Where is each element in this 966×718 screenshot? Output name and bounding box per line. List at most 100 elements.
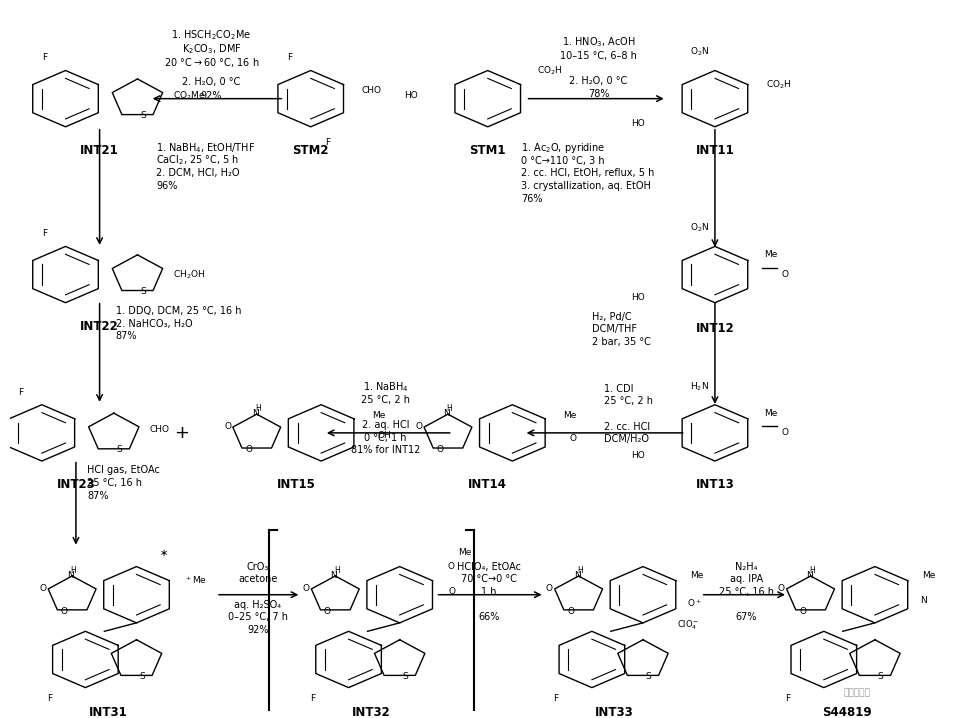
Text: O$_2$N: O$_2$N [690,46,709,58]
Text: 20 °C$\rightarrow$60 °C, 16 h: 20 °C$\rightarrow$60 °C, 16 h [163,55,259,68]
Text: ClO$_4^-$: ClO$_4^-$ [677,619,699,633]
Text: $^+$Me: $^+$Me [184,575,207,587]
Text: O: O [449,587,456,597]
Text: N₂H₄: N₂H₄ [735,561,757,572]
Text: 化工信息网: 化工信息网 [843,689,870,698]
Text: H: H [577,566,582,574]
Text: O: O [781,428,788,437]
Text: INT13: INT13 [696,478,734,491]
Text: CO$_2$H: CO$_2$H [766,78,791,91]
Text: 1. HNO$_3$, AcOH: 1. HNO$_3$, AcOH [561,35,636,50]
Text: S: S [140,111,146,120]
Text: 81% for INT12: 81% for INT12 [351,445,420,455]
Text: HCl gas, EtOAc: HCl gas, EtOAc [87,465,160,475]
Text: S44819: S44819 [822,707,871,718]
Text: S: S [116,445,122,454]
Text: 1. DDQ, DCM, 25 °C, 16 h: 1. DDQ, DCM, 25 °C, 16 h [116,306,242,316]
Text: INT31: INT31 [89,707,128,718]
Text: 0 °C→110 °C, 3 h: 0 °C→110 °C, 3 h [521,156,605,166]
Text: O: O [245,445,252,454]
Text: Me: Me [372,411,385,421]
Text: N: N [806,571,812,579]
Text: O: O [40,584,46,593]
Text: 2. H₂O, 0 °C: 2. H₂O, 0 °C [569,76,628,86]
Text: 2. DCM, HCl, H₂O: 2. DCM, HCl, H₂O [156,168,240,178]
Text: O: O [61,607,68,616]
Text: 92%: 92% [201,91,222,101]
Text: Me: Me [691,571,703,579]
Text: 1 h: 1 h [481,587,497,597]
Text: 67%: 67% [735,612,757,623]
Text: INT22: INT22 [80,320,119,333]
Text: F: F [785,694,790,704]
Text: Me: Me [923,571,936,579]
Text: Me: Me [459,548,471,557]
Text: 10–15 °C, 6–8 h: 10–15 °C, 6–8 h [560,51,637,61]
Text: INT15: INT15 [277,478,316,491]
Text: F: F [18,388,23,396]
Text: 25 °C, 16 h: 25 °C, 16 h [87,478,142,488]
Text: 25 °C, 2 h: 25 °C, 2 h [361,395,410,405]
Text: S: S [139,672,145,681]
Text: HClO₄, EtOAc: HClO₄, EtOAc [457,561,521,572]
Text: O: O [447,562,454,571]
Text: H: H [809,566,814,574]
Text: 2. H₂O, 0 °C: 2. H₂O, 0 °C [183,78,241,88]
Text: INT33: INT33 [595,707,634,718]
Text: H: H [334,566,339,574]
Text: HO: HO [631,119,645,129]
Text: 96%: 96% [156,181,178,191]
Text: K$_2$CO$_3$, DMF: K$_2$CO$_3$, DMF [182,42,242,55]
Text: 1. CDI: 1. CDI [604,383,634,393]
Text: INT12: INT12 [696,322,734,335]
Text: DCM/H₂O: DCM/H₂O [604,434,649,444]
Text: F: F [326,138,330,146]
Text: O: O [302,584,310,593]
Text: N: N [330,571,337,579]
Text: O: O [324,607,331,616]
Text: aq. H₂SO₄: aq. H₂SO₄ [234,600,281,610]
Text: N: N [921,596,927,605]
Text: S: S [402,672,408,681]
Text: acetone: acetone [238,574,277,584]
Text: N: N [252,409,259,418]
Text: CaCl$_2$, 25 °C, 5 h: CaCl$_2$, 25 °C, 5 h [156,154,240,167]
Text: 25 °C, 2 h: 25 °C, 2 h [604,396,653,406]
Text: 78%: 78% [587,90,610,99]
Text: 1. HSCH$_2$CO$_2$Me: 1. HSCH$_2$CO$_2$Me [171,29,251,42]
Text: 0–25 °C, 7 h: 0–25 °C, 7 h [228,612,288,623]
Text: HO: HO [404,91,417,101]
Text: INT14: INT14 [469,478,507,491]
Text: CH$_2$OH: CH$_2$OH [173,269,206,281]
Text: F: F [43,53,47,62]
Text: 87%: 87% [87,490,109,500]
Text: S: S [877,672,883,681]
Text: aq. IPA: aq. IPA [729,574,763,584]
Text: O: O [778,584,785,593]
Text: INT23: INT23 [57,478,96,491]
Text: Me: Me [764,409,778,418]
Text: O: O [546,584,553,593]
Text: N: N [574,571,581,579]
Text: STM1: STM1 [469,144,506,157]
Text: INT32: INT32 [352,707,390,718]
Text: F: F [310,694,315,704]
Text: O: O [781,269,788,279]
Text: N: N [443,409,450,418]
Text: 25 °C, 16 h: 25 °C, 16 h [719,587,774,597]
Text: INT21: INT21 [80,144,119,157]
Text: F: F [47,694,52,704]
Text: 2. aq. HCl: 2. aq. HCl [361,420,410,430]
Text: F: F [43,229,47,238]
Text: H: H [446,404,452,413]
Text: CO$_2$Me: CO$_2$Me [173,90,206,102]
Text: H₂, Pd/C: H₂, Pd/C [592,312,632,322]
Text: 1. NaBH$_4$: 1. NaBH$_4$ [362,381,409,394]
Text: O: O [567,607,574,616]
Text: CrO₃: CrO₃ [246,561,269,572]
Text: 2. cc. HCl, EtOH, reflux, 5 h: 2. cc. HCl, EtOH, reflux, 5 h [521,168,654,178]
Text: H: H [71,566,76,574]
Text: 1. NaBH$_4$, EtOH/THF: 1. NaBH$_4$, EtOH/THF [156,141,256,155]
Text: O: O [569,434,576,443]
Text: DCM/THF: DCM/THF [592,325,637,335]
